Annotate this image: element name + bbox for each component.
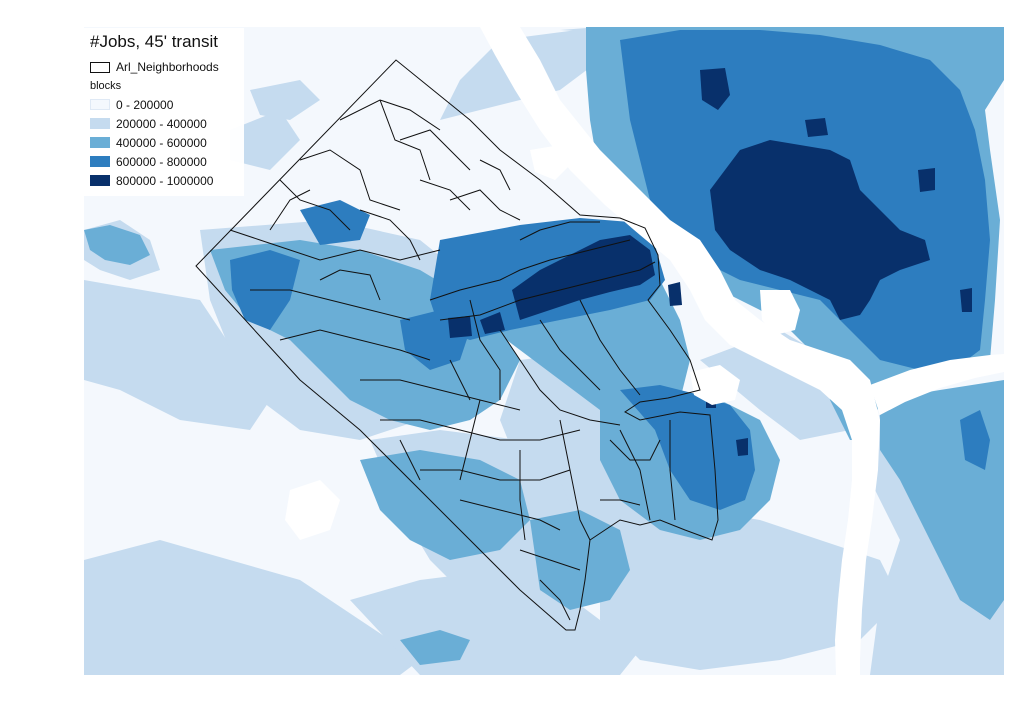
neighborhood-line bbox=[479, 159, 511, 191]
legend-class-3: 600000 - 800000 bbox=[90, 152, 240, 171]
river-island bbox=[760, 290, 800, 335]
creek-1 bbox=[285, 480, 340, 540]
neighborhood-line bbox=[229, 229, 441, 261]
rivers bbox=[285, 27, 1004, 675]
legend-title: #Jobs, 45' transit bbox=[90, 32, 218, 51]
neighborhood-line bbox=[519, 221, 600, 241]
neighborhood-line bbox=[449, 189, 521, 221]
blocks-class-800-1000 bbox=[448, 68, 972, 456]
legend-class-1: 200000 - 400000 bbox=[90, 114, 240, 133]
neighborhood-line bbox=[609, 439, 661, 461]
legend-swatch-icon bbox=[90, 118, 110, 129]
neighborhood-line bbox=[449, 359, 471, 401]
neighborhood-line bbox=[539, 319, 601, 391]
neighborhood-line bbox=[339, 99, 441, 131]
legend-class-label: 200000 - 400000 bbox=[116, 116, 207, 131]
neighborhood-line bbox=[399, 129, 471, 171]
neighborhood-line bbox=[299, 149, 401, 211]
legend-class-label: 800000 - 1000000 bbox=[116, 173, 214, 188]
neighborhood-line bbox=[539, 579, 571, 621]
neighborhood-line bbox=[420, 469, 571, 481]
neighborhood-line bbox=[279, 329, 431, 361]
neighborhood-line bbox=[459, 399, 481, 481]
neighborhood-line bbox=[279, 179, 351, 231]
neighborhood-line bbox=[319, 269, 381, 301]
neighborhood-line bbox=[439, 261, 656, 321]
legend-class-label: 600000 - 800000 bbox=[116, 154, 207, 169]
neighborhood-line bbox=[559, 419, 591, 541]
legend-layer-neighborhoods: Arl_Neighborhoods bbox=[90, 58, 240, 76]
potomac-river bbox=[480, 27, 880, 675]
neighborhood-line bbox=[600, 499, 641, 506]
legend-group-label: blocks bbox=[90, 80, 122, 92]
anacostia-river bbox=[870, 354, 1004, 415]
legend-swatch-icon bbox=[90, 156, 110, 167]
legend-layer-label: Arl_Neighborhoods bbox=[116, 60, 219, 74]
neighborhood-line bbox=[399, 439, 421, 481]
map-legend: #Jobs, 45' transit Arl_Neighborhoods blo… bbox=[84, 28, 244, 196]
neighborhood-line bbox=[519, 450, 526, 541]
neighborhood-line bbox=[429, 239, 631, 301]
neighborhood-line bbox=[380, 419, 581, 441]
legend-swatch-icon bbox=[90, 137, 110, 148]
neighborhood-line bbox=[269, 189, 311, 231]
legend-class-label: 0 - 200000 bbox=[116, 97, 174, 112]
neighborhood-line bbox=[360, 379, 521, 411]
arl-neighborhoods bbox=[195, 59, 719, 631]
legend-class-2: 400000 - 600000 bbox=[90, 133, 240, 152]
neighborhood-line bbox=[579, 299, 641, 396]
pond-1 bbox=[530, 145, 570, 180]
neighborhood-line bbox=[669, 420, 676, 521]
neighborhood-line bbox=[499, 329, 621, 426]
legend-class-0: 0 - 200000 bbox=[90, 95, 240, 114]
legend-class-4: 800000 - 1000000 bbox=[90, 171, 240, 190]
neighborhood-line bbox=[359, 209, 421, 261]
neighborhood-line bbox=[459, 499, 561, 531]
neighborhood-line bbox=[419, 179, 471, 211]
legend-swatch-icon bbox=[90, 175, 110, 186]
legend-class-label: 400000 - 600000 bbox=[116, 135, 207, 150]
outline-swatch-icon bbox=[90, 61, 110, 73]
neighborhood-line bbox=[619, 429, 651, 521]
county-boundary bbox=[195, 59, 719, 631]
neighborhood-line bbox=[379, 99, 431, 181]
legend-swatch-icon bbox=[90, 99, 110, 110]
neighborhood-line bbox=[519, 549, 581, 571]
neighborhood-line bbox=[250, 289, 411, 321]
tidal-basin bbox=[690, 365, 740, 405]
neighborhood-line bbox=[469, 299, 501, 400]
